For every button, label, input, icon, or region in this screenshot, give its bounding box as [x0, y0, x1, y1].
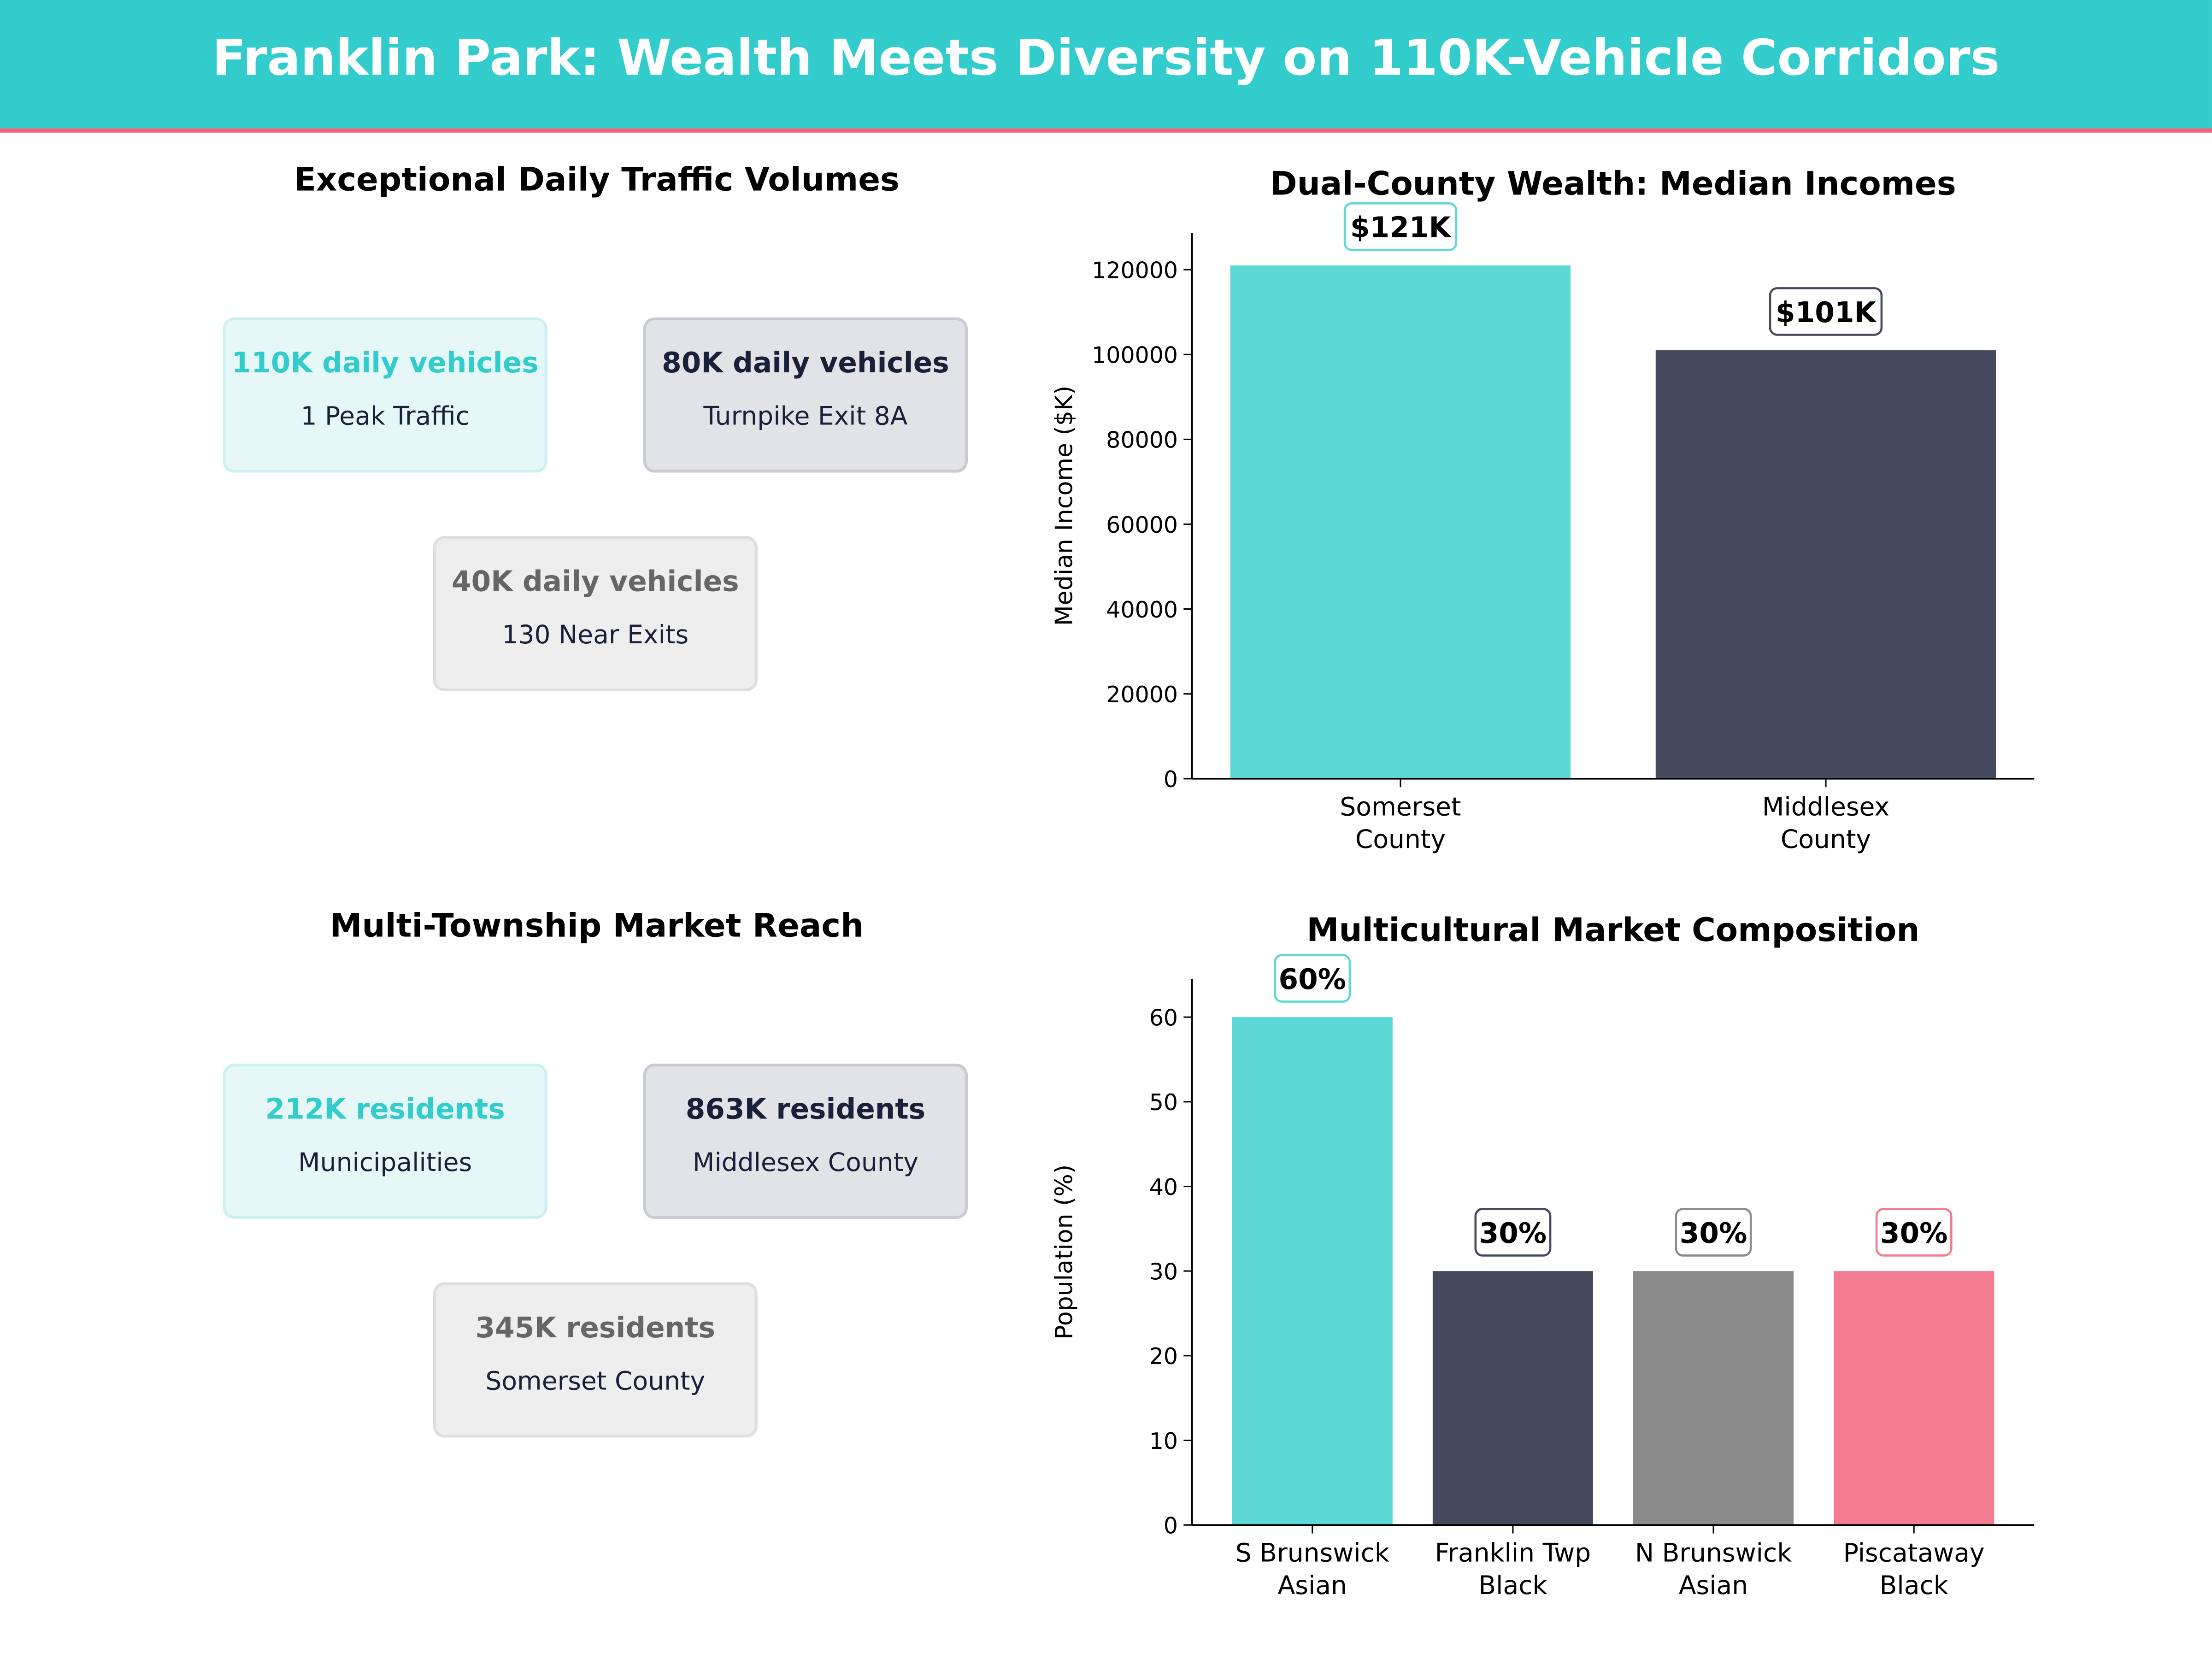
data-label-box — [1343, 202, 1458, 251]
card-label: 1 Peak Traffic — [300, 402, 470, 432]
y-tick-label: 40000 — [1106, 597, 1178, 623]
card-value: 80K daily vehicles — [662, 345, 949, 380]
y-tick-label: 80000 — [1106, 427, 1178, 453]
data-label-box — [1474, 1208, 1552, 1257]
y-tick-label: 50 — [1149, 1089, 1178, 1116]
reach-card: 212K residents Municipalities — [223, 1064, 547, 1219]
data-label: 60% — [1279, 963, 1347, 996]
traffic-title: Exceptional Daily Traffic Volumes — [294, 162, 900, 199]
traffic-card: 40K daily vehicles 130 Near Exits — [433, 536, 758, 691]
data-label: 30% — [1680, 1217, 1747, 1250]
x-tick-label: S Brunswick — [1235, 1538, 1389, 1568]
x-tick-label: Asian — [1278, 1571, 1347, 1600]
x-tick-label: Franklin Twp — [1435, 1538, 1591, 1568]
y-tick-label: 30 — [1149, 1259, 1178, 1285]
y-tick-label: 20000 — [1106, 682, 1178, 708]
header-divider — [0, 128, 2212, 133]
data-label: $101K — [1776, 296, 1877, 329]
traffic-card: 80K daily vehicles Turnpike Exit 8A — [643, 317, 968, 473]
data-label-box — [1875, 1208, 1953, 1257]
y-tick-label: 60000 — [1106, 512, 1178, 538]
traffic-card: 110K daily vehicles 1 Peak Traffic — [223, 317, 547, 473]
y-tick-label: 20 — [1149, 1343, 1178, 1370]
card-value: 212K residents — [265, 1092, 505, 1126]
bar — [1633, 1271, 1794, 1525]
card-label: Somerset County — [485, 1367, 706, 1397]
x-tick-label: County — [1355, 824, 1446, 854]
y-tick-label: 60 — [1149, 1005, 1178, 1031]
x-tick-label: Black — [1478, 1571, 1547, 1600]
reach-title: Multi-Township Market Reach — [329, 908, 864, 946]
y-tick-label: 100000 — [1092, 342, 1178, 369]
card-label: Middlesex County — [692, 1148, 918, 1178]
y-tick-label: 0 — [1164, 766, 1178, 793]
bar — [1232, 1017, 1393, 1525]
card-value: 345K residents — [475, 1310, 715, 1345]
chart-title: Multicultural Market Composition — [1306, 911, 1919, 949]
bar — [1230, 265, 1571, 779]
chart-title: Dual-County Wealth: Median Incomes — [1270, 165, 1956, 202]
bar — [1834, 1271, 1994, 1525]
x-tick-label: Middlesex — [1762, 792, 1889, 821]
reach-card: 345K residents Somerset County — [433, 1282, 758, 1438]
y-tick-label: 10 — [1149, 1428, 1178, 1454]
y-axis-label: Median Income ($K) — [1051, 386, 1078, 626]
y-tick-label: 40 — [1149, 1174, 1178, 1200]
data-label: 30% — [1880, 1217, 1948, 1250]
card-label: 130 Near Exits — [502, 620, 689, 651]
x-tick-label: N Brunswick — [1635, 1538, 1792, 1568]
page-title: Franklin Park: Wealth Meets Diversity on… — [212, 31, 2000, 88]
data-label-box — [1769, 287, 1883, 336]
x-tick-label: Piscataway — [1843, 1538, 1985, 1568]
x-tick-label: Black — [1880, 1571, 1948, 1600]
bar — [1432, 1271, 1593, 1525]
data-label-box — [1274, 954, 1351, 1003]
y-tick-label: 120000 — [1092, 258, 1178, 284]
y-axis-label: Population (%) — [1051, 1165, 1078, 1340]
data-label: $121K — [1350, 212, 1452, 244]
x-tick-label: County — [1781, 824, 1871, 854]
y-tick-label: 0 — [1164, 1513, 1178, 1539]
x-tick-label: Somerset — [1340, 792, 1461, 821]
header-banner: Franklin Park: Wealth Meets Diversity on… — [0, 0, 2212, 129]
card-label: Turnpike Exit 8A — [703, 402, 908, 432]
data-label-box — [1675, 1208, 1752, 1257]
card-value: 863K residents — [685, 1092, 926, 1126]
data-label: 30% — [1479, 1217, 1547, 1250]
card-value: 40K daily vehicles — [452, 564, 739, 598]
x-tick-label: Asian — [1679, 1571, 1748, 1600]
bar — [1655, 350, 1996, 779]
card-value: 110K daily vehicles — [231, 345, 539, 380]
card-label: Municipalities — [298, 1148, 472, 1178]
reach-card: 863K residents Middlesex County — [643, 1064, 968, 1219]
